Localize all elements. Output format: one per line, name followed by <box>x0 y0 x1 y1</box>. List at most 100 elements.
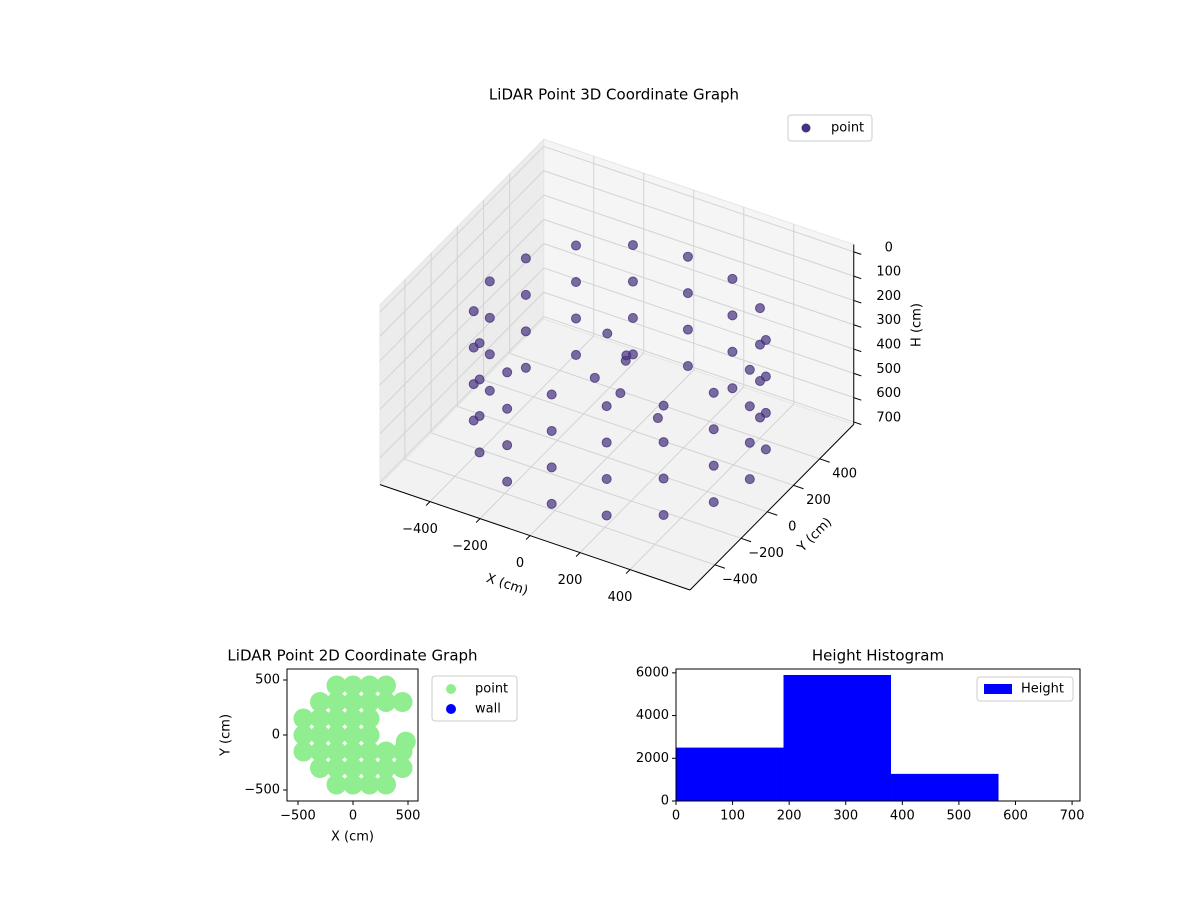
y-tick <box>740 537 752 543</box>
point <box>375 774 396 795</box>
x-tick-label: 600 <box>1003 809 1028 824</box>
point <box>392 758 413 778</box>
point <box>342 692 363 712</box>
x-tick-label: 100 <box>720 809 745 824</box>
point <box>546 462 557 473</box>
point <box>342 725 363 745</box>
point <box>627 276 638 287</box>
point <box>682 361 693 372</box>
y-tick <box>819 458 830 463</box>
point <box>601 437 612 448</box>
point <box>602 328 613 339</box>
y-axis-label: Y (cm) <box>219 714 234 757</box>
point <box>468 306 479 317</box>
y-tick-label: 200 <box>806 493 831 508</box>
grid-line <box>543 291 854 399</box>
x-tick-label: 0 <box>672 809 680 824</box>
point <box>682 288 693 299</box>
point <box>502 440 513 451</box>
point <box>484 312 495 323</box>
x-tick-label: 700 <box>1060 809 1085 824</box>
point <box>744 437 755 448</box>
axes-frame <box>675 668 1081 802</box>
z-tick-label: 700 <box>876 410 901 425</box>
z-axis-label: H (cm) <box>910 303 925 347</box>
z-tick <box>853 299 862 304</box>
y-tick-label: 6000 <box>636 665 669 680</box>
x-tick-label: 0 <box>516 556 524 571</box>
legend-marker <box>446 684 456 694</box>
x-tick <box>525 535 531 540</box>
legend-label: Height <box>1021 682 1064 697</box>
point <box>754 303 765 314</box>
grid-line <box>404 458 716 566</box>
grid-line <box>429 335 595 502</box>
y-tick <box>767 511 778 516</box>
y-tick-label: 500 <box>255 673 280 688</box>
z-tick <box>853 421 862 425</box>
point <box>293 725 314 745</box>
point <box>326 741 347 762</box>
point <box>474 338 485 349</box>
y-tick-label: 400 <box>832 466 857 481</box>
y-tick-label: −400 <box>722 572 758 587</box>
point <box>375 758 396 778</box>
point <box>754 339 765 350</box>
grid-line <box>379 146 545 313</box>
z-tick-label: 200 <box>876 289 901 304</box>
x-tick-label: 0 <box>349 809 357 824</box>
point <box>359 708 380 729</box>
x-axis-label: X (cm) <box>331 830 374 845</box>
point <box>326 725 347 745</box>
z-tick-label: 0 <box>885 240 893 255</box>
point <box>326 758 347 778</box>
point <box>474 447 485 458</box>
point <box>342 675 363 696</box>
axes-frame <box>286 668 419 802</box>
point <box>727 310 738 321</box>
point <box>658 509 669 520</box>
point <box>744 364 755 375</box>
grid-line <box>543 145 854 253</box>
point <box>293 741 314 762</box>
point <box>546 425 557 436</box>
point <box>652 413 663 424</box>
y-tick-label: 0 <box>788 519 796 534</box>
point <box>359 741 380 762</box>
point <box>326 692 347 712</box>
x-tick-label: −200 <box>452 539 488 554</box>
point <box>502 476 513 487</box>
point <box>601 401 612 412</box>
grid-line <box>543 316 854 423</box>
x-tick-label: −500 <box>280 809 316 824</box>
y-tick-label: 0 <box>272 728 280 743</box>
point <box>375 675 396 696</box>
plot-area <box>293 675 416 795</box>
point <box>570 349 581 360</box>
point <box>708 497 719 508</box>
point <box>615 388 626 399</box>
grid-line <box>543 170 854 277</box>
z-tick <box>853 275 862 280</box>
point <box>570 240 581 251</box>
grid-line <box>579 386 745 553</box>
legend-box <box>976 676 1074 702</box>
bar <box>676 747 784 801</box>
x-tick-label: 500 <box>946 809 971 824</box>
bar <box>891 773 999 801</box>
y-tick <box>793 484 804 490</box>
x-tick-label: 400 <box>890 809 915 824</box>
y-tick-label: −500 <box>244 783 280 798</box>
z-tick <box>853 372 862 377</box>
point <box>546 389 557 400</box>
point <box>309 725 330 745</box>
point <box>627 240 638 251</box>
point <box>682 251 693 262</box>
point <box>760 444 771 455</box>
legend-box <box>787 114 873 142</box>
point <box>658 473 669 484</box>
point <box>658 400 669 411</box>
y-axis-line <box>689 424 855 591</box>
point <box>546 498 557 509</box>
